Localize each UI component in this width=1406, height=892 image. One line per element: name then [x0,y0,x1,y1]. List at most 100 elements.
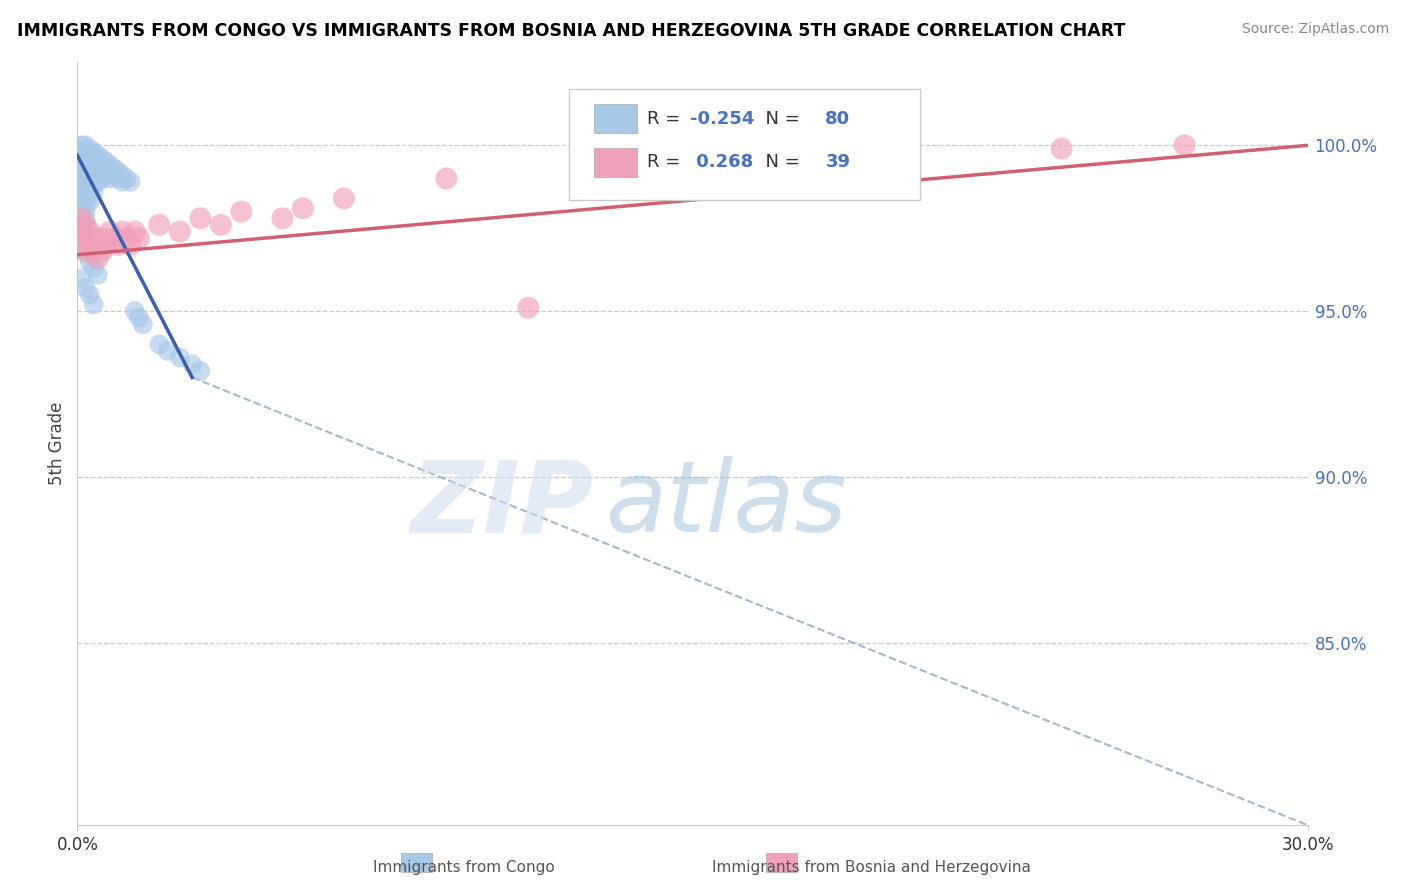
Point [120,175,142,189]
Point [83,165,105,179]
Point [66,221,89,235]
Point [181,357,204,371]
Point [87,175,110,189]
Point [231,204,253,219]
Text: R =: R = [647,110,686,128]
Point [94,168,117,182]
Text: 80: 80 [825,110,851,128]
Point [87,155,110,169]
Point [70,221,93,235]
Point [107,171,129,186]
Point [75,145,97,159]
Point [79,194,101,209]
Bar [595,148,637,177]
Point [87,161,110,176]
Point [75,211,97,226]
Point [79,155,101,169]
Point [128,231,150,245]
Point [70,158,93,172]
Point [87,148,110,162]
Text: atlas: atlas [606,457,848,553]
Point [75,281,97,295]
Text: Source: ZipAtlas.com: Source: ZipAtlas.com [1241,22,1389,37]
Point [783,148,806,162]
Point [124,225,146,239]
Point [517,301,540,315]
Text: Immigrants from Bosnia and Herzegovina: Immigrants from Bosnia and Herzegovina [713,860,1031,874]
Point [79,237,101,252]
Point [75,178,97,193]
Bar [766,853,797,872]
Point [111,168,134,182]
Bar [595,104,637,134]
Point [75,241,97,255]
Point [128,310,150,325]
Point [83,145,105,159]
Point [209,218,232,232]
Point [107,165,129,179]
Point [75,191,97,205]
Bar [401,853,432,872]
Point [702,152,724,166]
Point [70,231,93,245]
Point [103,231,125,245]
Point [83,260,105,275]
Point [90,152,114,166]
Point [79,287,101,301]
Point [75,171,97,186]
Point [83,231,105,245]
Point [70,138,93,153]
Point [90,165,114,179]
Text: R =: R = [647,153,686,171]
Point [70,211,93,226]
Point [1050,142,1073,156]
Point [70,178,93,193]
Point [70,171,93,186]
Point [79,254,101,268]
Point [94,161,117,176]
Point [79,161,101,176]
Point [75,198,97,212]
Text: N =: N = [754,153,806,171]
Point [79,225,101,239]
Point [599,161,621,176]
Point [87,237,110,252]
Point [70,271,93,285]
Point [87,268,110,282]
Point [79,142,101,156]
Point [169,225,191,239]
Point [90,171,114,186]
Point [75,231,97,245]
Point [188,211,212,226]
Point [98,225,121,239]
Point [436,171,458,186]
Text: 0.268: 0.268 [690,153,754,171]
Point [83,244,105,259]
Point [98,171,121,186]
Point [103,168,125,182]
Point [111,225,134,239]
Point [1174,138,1197,153]
Point [94,155,117,169]
Point [75,152,97,166]
Point [75,185,97,199]
Point [156,343,179,358]
Point [83,158,105,172]
Point [83,171,105,186]
Point [79,168,101,182]
Point [75,158,97,172]
Point [75,138,97,153]
Point [87,168,110,182]
Point [291,202,314,216]
Text: N =: N = [754,110,806,128]
Point [70,237,93,252]
Point [98,165,121,179]
Text: ZIP: ZIP [411,457,595,553]
Point [271,211,294,226]
FancyBboxPatch shape [569,89,920,200]
Point [75,218,97,232]
Point [148,218,170,232]
Point [75,165,97,179]
Text: IMMIGRANTS FROM CONGO VS IMMIGRANTS FROM BOSNIA AND HERZEGOVINA 5TH GRADE CORREL: IMMIGRANTS FROM CONGO VS IMMIGRANTS FROM… [17,22,1125,40]
Point [94,237,117,252]
